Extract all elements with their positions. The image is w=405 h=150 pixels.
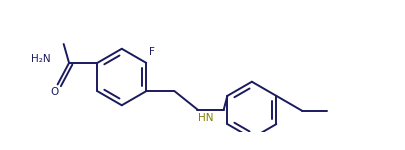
Text: HN: HN: [198, 113, 213, 123]
Text: F: F: [149, 47, 155, 57]
Text: H₂N: H₂N: [31, 54, 50, 64]
Text: O: O: [51, 87, 59, 97]
